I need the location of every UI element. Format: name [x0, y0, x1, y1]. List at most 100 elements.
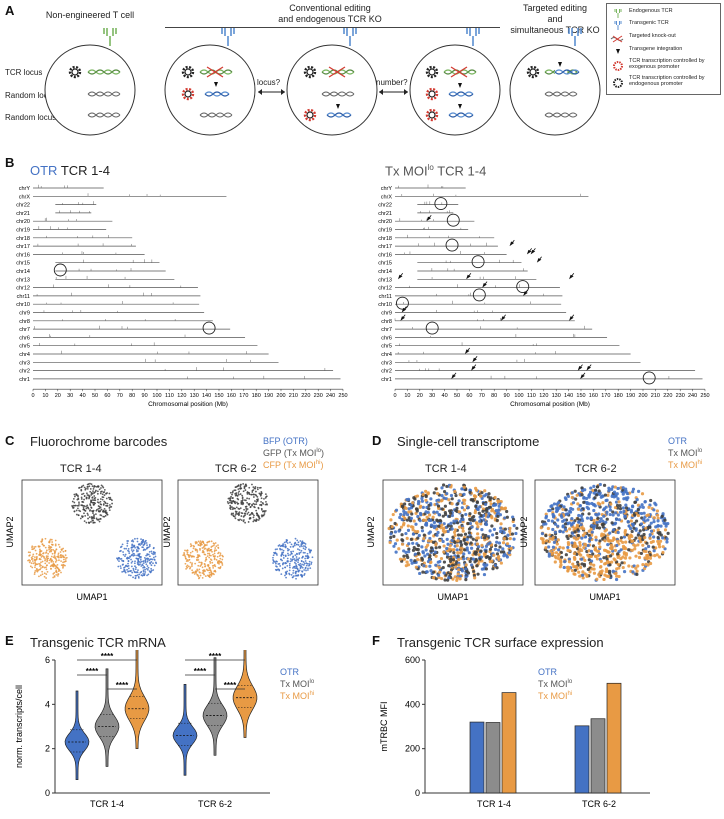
c2-point — [245, 505, 248, 508]
right-chrlabel: chr22 — [378, 203, 392, 209]
right-tick-label: 50 — [454, 393, 460, 399]
d2-point — [621, 506, 625, 510]
d1-point — [407, 507, 411, 511]
c1-point — [85, 505, 87, 508]
d1-point — [484, 544, 489, 548]
c2-point — [235, 512, 237, 514]
c2-point — [286, 557, 289, 560]
legend-exogenous-promoter: TCR transcription controlled by exogenou… — [629, 58, 705, 70]
c2-point — [289, 541, 291, 544]
d2-point — [610, 560, 614, 564]
d1-point — [455, 578, 459, 582]
c2-point — [234, 514, 237, 516]
d1-point — [416, 547, 420, 552]
c1-point — [33, 558, 36, 561]
c1-point — [84, 488, 87, 491]
d2-point — [563, 560, 567, 564]
c1-point — [39, 568, 42, 571]
d1-point — [452, 519, 456, 523]
c2-point — [287, 554, 290, 557]
c1-point — [95, 486, 98, 488]
c2-point — [203, 548, 206, 550]
left-tick-label: 250 — [338, 393, 347, 399]
d1-point — [391, 512, 395, 517]
d-subtitle-2: TCR 6-2 — [575, 463, 617, 475]
d1-point — [442, 530, 446, 534]
c1-point — [92, 488, 95, 490]
c2-point — [279, 565, 282, 567]
c1-point — [129, 556, 131, 558]
d2-point — [603, 539, 607, 543]
d2-point — [583, 542, 587, 546]
c2-point — [210, 540, 213, 543]
d1-point — [400, 542, 405, 546]
d1-point — [441, 533, 445, 537]
c2-point — [238, 511, 241, 514]
f-bar-otr — [574, 725, 590, 794]
d2-point — [550, 537, 555, 541]
right-chrlabel: chr5 — [381, 344, 392, 350]
d2-point — [657, 545, 662, 549]
c2-point — [208, 574, 211, 576]
c1-point — [87, 514, 89, 516]
c2-point — [197, 555, 199, 558]
left-tick-label: 30 — [67, 393, 73, 399]
c2-point — [237, 493, 240, 496]
d2-point — [587, 512, 591, 516]
f-bar-tx-moilo — [590, 718, 606, 794]
d1-point — [442, 550, 446, 554]
d1-point — [429, 560, 433, 564]
c2-point — [307, 555, 310, 558]
d2-point — [584, 496, 589, 501]
c2-point — [253, 514, 255, 517]
c1-point — [134, 537, 136, 540]
d1-point — [436, 519, 440, 523]
d-subtitle-1: TCR 1-4 — [425, 463, 467, 475]
c2-point — [210, 559, 213, 562]
c1-point — [75, 509, 78, 512]
c2-point — [241, 500, 244, 502]
c2-point — [293, 561, 296, 564]
d1-point — [459, 533, 463, 537]
c2-point — [299, 540, 302, 542]
d1-point — [446, 578, 450, 582]
c1-point — [89, 482, 91, 485]
c1-point — [116, 558, 119, 561]
c2-point — [191, 571, 194, 574]
c2-point — [230, 513, 233, 516]
e-sig-label: **** — [116, 681, 129, 690]
d2-point — [656, 524, 660, 528]
c1-point — [34, 560, 37, 562]
c1-point — [54, 557, 57, 560]
c2-point — [254, 500, 256, 502]
c1-point — [57, 543, 60, 546]
c2-point — [305, 564, 308, 567]
c1-point — [78, 501, 80, 504]
c1-point — [103, 494, 106, 497]
c2-point — [241, 512, 244, 515]
c1-point — [138, 564, 140, 566]
c1-point — [40, 561, 42, 564]
d1-point — [400, 517, 404, 522]
c1-point — [41, 560, 44, 563]
c2-point — [237, 488, 240, 490]
c1-point — [50, 555, 53, 558]
right-chrlabel: chr11 — [379, 294, 392, 300]
c1-point — [122, 570, 125, 573]
d2-point — [614, 500, 619, 504]
d2-point — [601, 525, 605, 529]
c1-point — [34, 569, 37, 572]
legend-d-lo: Tx MOIlo — [668, 448, 703, 458]
c1-point — [91, 510, 93, 512]
d2-point — [576, 560, 580, 564]
c1-point — [100, 490, 102, 493]
d2-point — [548, 537, 552, 541]
d1-point — [406, 524, 410, 528]
c2-point — [234, 510, 237, 513]
c2-point — [281, 559, 283, 562]
d1-point — [471, 565, 475, 570]
c1-point — [105, 511, 108, 514]
c2-point — [243, 512, 246, 515]
left-tick-label: 20 — [55, 393, 61, 399]
d2-point — [582, 500, 586, 504]
